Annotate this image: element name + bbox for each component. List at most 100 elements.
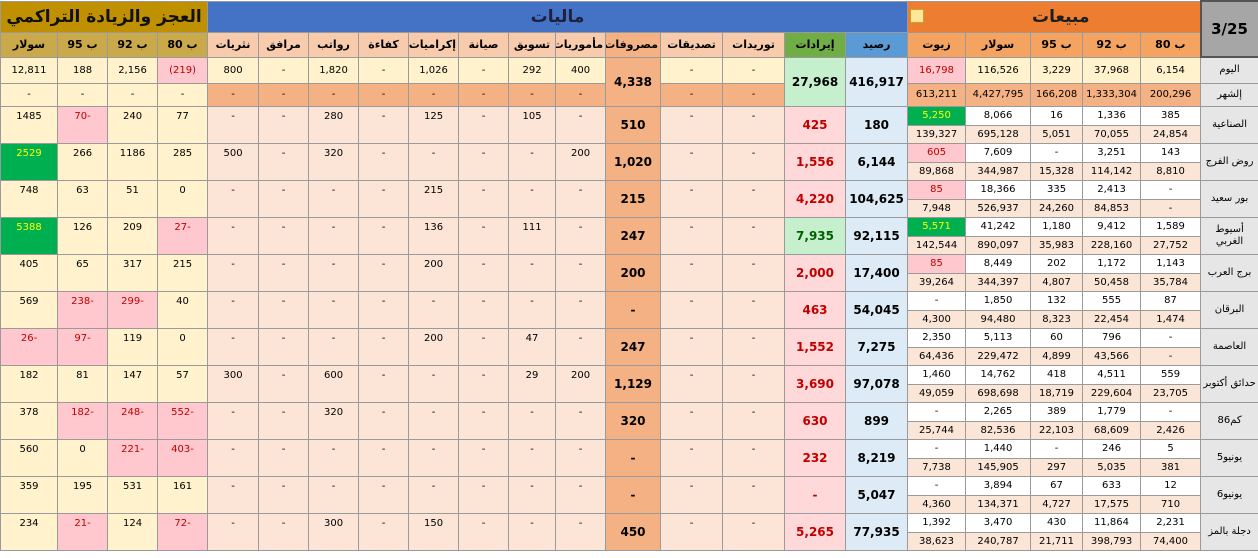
column-header: ب 92 [1082, 31, 1142, 58]
row: 24,854 70,055 5,051 695,128 139,327 [1, 124, 1258, 144]
deficit-cell: 124 [107, 512, 159, 551]
row: 381 5,035 297 145,905 7,738 [1, 457, 1258, 477]
finance-cell: - [408, 401, 460, 440]
expenses-cell: 320 [605, 401, 662, 440]
finance-cell: 1,820 [308, 56, 360, 84]
sales-cell: 8,449 [965, 253, 1032, 274]
deficit-cell: (219) [157, 56, 209, 84]
expenses-cell: 247 [605, 327, 662, 366]
deficit-cell: 119 [107, 327, 159, 366]
column-header: صيانة [458, 31, 510, 58]
sales-cell: 229,472 [965, 346, 1032, 366]
deficit-cell: -221 [107, 438, 159, 477]
finance-cell: 600 [308, 364, 360, 403]
finance-cell: - [555, 475, 607, 514]
finance-cell: - [555, 179, 607, 218]
row: 74,400 398,793 21,711 240,787 38,623 [1, 531, 1258, 551]
row: بور سعيد -2,413 335 18,366 85 104,625 4,220- -2… [0, 179, 1258, 218]
finance-cell: - [458, 364, 510, 403]
column-header: ب 92 [107, 31, 159, 58]
finance-cell: - [508, 253, 557, 292]
finance-cell: - [358, 438, 410, 477]
finance-cell: - [258, 82, 310, 107]
finance-cell: 111 [508, 216, 557, 255]
sales-cell: 1,336 [1082, 105, 1142, 126]
balance-cell: 6,144 [845, 142, 909, 181]
deficit-cell: 5388 [0, 216, 59, 255]
sales-cell: 710 [1140, 494, 1202, 514]
finance-cell: - [258, 512, 310, 551]
finance-cell: - [660, 142, 724, 181]
sales-cell: 22,103 [1030, 420, 1084, 440]
sales-cell: 4,511 [1082, 364, 1142, 385]
balance-cell: 104,625 [845, 179, 909, 218]
deficit-cell: 77 [157, 105, 209, 144]
row: دجلة بالمز 2,231 11,864 430 3,470 1,392 77,935… [0, 512, 1258, 551]
sales-cell: 70,055 [1082, 124, 1142, 144]
expenses-cell: 247 [605, 216, 662, 255]
sales-cell: 4,727 [1030, 494, 1084, 514]
deficit-cell: 0 [57, 438, 109, 477]
sales-cell: 74,400 [1140, 531, 1202, 551]
column-header: مأموريات [555, 31, 607, 58]
finance-cell: - [458, 475, 510, 514]
finance-cell: - [358, 142, 410, 181]
row: برج العرب 1,143 1,172 202 8,449 85 17,400 2,000… [0, 253, 1258, 292]
column-header: ب 80 [157, 31, 209, 58]
finance-cell: 125 [408, 105, 460, 144]
revenue-cell: 3,690 [784, 364, 847, 403]
finance-cell: - [458, 438, 510, 477]
balance-cell: 97,078 [845, 364, 909, 403]
finance-cell: - [722, 142, 786, 181]
sales-cell: - [1140, 401, 1202, 422]
sales-cell: 4,807 [1030, 272, 1084, 292]
finance-cell: - [555, 105, 607, 144]
sales-cell: 18,719 [1030, 383, 1084, 403]
finance-cell: - [458, 216, 510, 255]
sales-cell: 132 [1030, 290, 1084, 311]
finance-cell: - [207, 475, 260, 514]
sales-cell: 18,366 [965, 179, 1032, 200]
sales-cell: 25,744 [907, 420, 967, 440]
sales-cell: 1,440 [965, 438, 1032, 459]
finance-cell: 800 [207, 56, 260, 84]
deficit-cell: -21 [57, 512, 109, 551]
column-header: مصروفات [605, 31, 662, 58]
deficit-cell: 531 [107, 475, 159, 514]
warning-icon [910, 8, 925, 23]
sales-cell: 344,397 [965, 272, 1032, 292]
deficit-cell: 317 [107, 253, 159, 292]
finance-cell: - [207, 253, 260, 292]
sales-cell: - [1140, 198, 1202, 218]
column-header: مرافق [258, 31, 310, 58]
sales-cell: 67 [1030, 475, 1084, 496]
sales-cell: 1,474 [1140, 309, 1202, 329]
sales-cell: 2,231 [1140, 512, 1202, 533]
row-label: حدائق أكتوبر [1200, 364, 1258, 403]
balance-cell: 92,115 [845, 216, 909, 255]
finance-cell: - [308, 253, 360, 292]
column-header: زيوت [907, 31, 967, 58]
sales-cell: 41,242 [965, 216, 1032, 237]
deficit-cell: 266 [57, 142, 109, 181]
finance-cell: - [408, 82, 460, 107]
sales-cell: 5,035 [1082, 457, 1142, 477]
finance-cell: - [722, 56, 786, 84]
sales-cell: 5,113 [965, 327, 1032, 348]
finance-cell: - [722, 327, 786, 366]
row: -84,853 24,260 526,937 7,948 [1, 198, 1258, 218]
row-label: بور سعيد [1200, 179, 1258, 218]
deficit-cell: 65 [57, 253, 109, 292]
finance-cell: - [555, 216, 607, 255]
sales-cell: 559 [1140, 364, 1202, 385]
finance-cell: - [508, 401, 557, 440]
revenue-cell: 1,556 [784, 142, 847, 181]
sales-cell: 202 [1030, 253, 1084, 274]
finance-cell: 1,026 [408, 56, 460, 84]
row-label: دجلة بالمز [1200, 512, 1258, 551]
sales-cell: 555 [1082, 290, 1142, 311]
sales-cell: 633 [1082, 475, 1142, 496]
finance-cell: - [458, 56, 510, 84]
sales-cell: - [1140, 327, 1202, 348]
sales-cell: 35,784 [1140, 272, 1202, 292]
